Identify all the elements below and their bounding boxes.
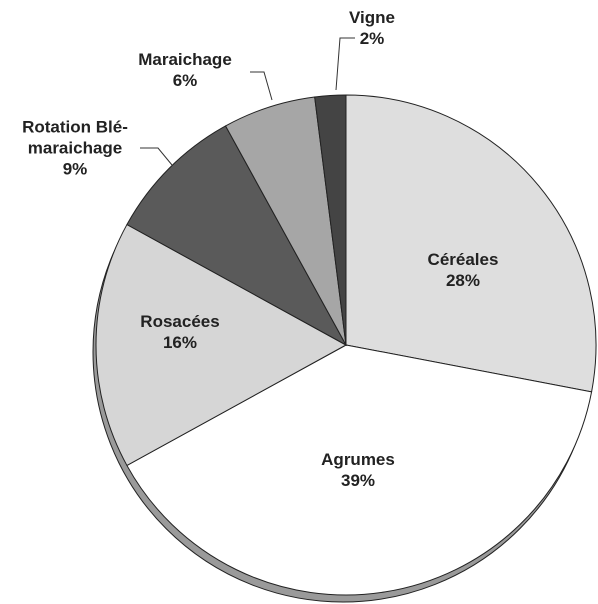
category-label: Vigne (349, 8, 395, 27)
leader-line (250, 71, 273, 101)
slice-label: Rotation Blé- maraichage 9% (22, 117, 128, 180)
category-label: Rosacées (140, 312, 220, 331)
value-label: 9% (62, 159, 88, 179)
category-label: Agrumes (321, 450, 395, 469)
slice-label: Céréales 28% (428, 249, 499, 291)
category-label: Rotation Blé- maraichage (22, 117, 128, 158)
category-label: Céréales (427, 250, 499, 269)
pie-slice (126, 125, 348, 347)
value-label: 39% (340, 471, 376, 490)
pie-slice (345, 94, 597, 393)
value-label: 2% (359, 29, 385, 48)
slice-label: Vigne 2% (349, 7, 395, 49)
value-label: 28% (445, 271, 481, 290)
leader-line (335, 37, 355, 91)
pie-slice (126, 344, 593, 596)
slice-label: Agrumes 39% (321, 449, 395, 491)
category-label: Maraichage (138, 50, 232, 69)
value-label: 6% (172, 71, 198, 90)
leader-line (140, 147, 173, 166)
pie-slice (314, 94, 347, 346)
slices (95, 94, 597, 596)
pie-slice (95, 223, 348, 467)
value-label: 16% (162, 333, 198, 352)
slice-label: Maraichage 6% (138, 49, 232, 91)
slice-label: Rosacées 16% (140, 311, 219, 353)
